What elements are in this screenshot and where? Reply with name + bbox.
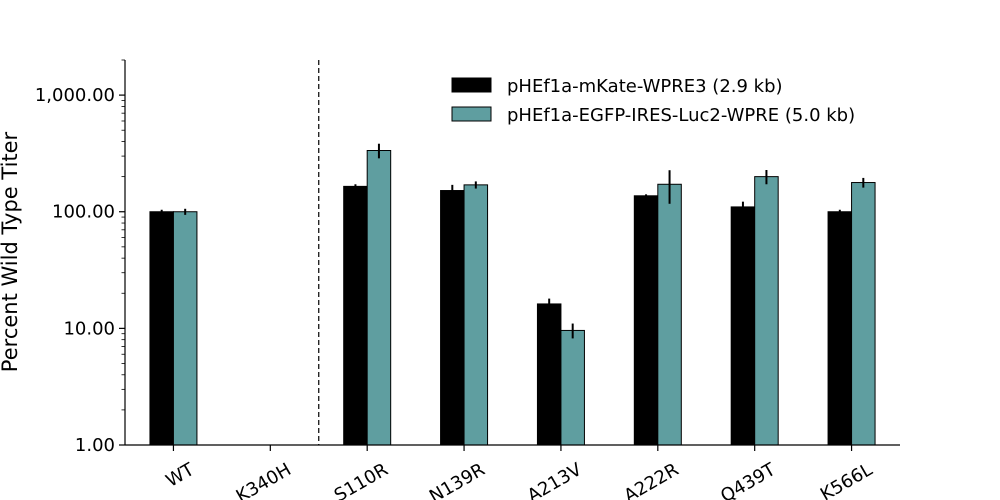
bar-series-2-q439t [754, 176, 779, 446]
legend-swatch-series-2 [451, 106, 492, 122]
bar-series-2-a222r [657, 183, 682, 446]
x-tick-label-wt: WT [162, 459, 198, 492]
x-tick-label-s110r: S110R [331, 459, 392, 500]
bar-series-1-s110r [343, 185, 368, 446]
bar-series-1-n139r [440, 190, 465, 446]
bar-series-2-s110r [366, 150, 392, 446]
legend-label-series-2: pHEf1a-EGFP-IRES-Luc2-WPRE (5.0 kb) [507, 105, 855, 126]
bar-series-2-a213v [560, 329, 585, 446]
x-tick-label-a213v: A213V [524, 459, 586, 500]
legend-swatch-series-1 [451, 77, 492, 93]
x-tick-label-k340h: K340H [233, 459, 295, 500]
x-ticks-layer: WT K340H S110R N139R A213V A222R Q439T K566L [162, 445, 876, 500]
bar-series-1-a213v [536, 303, 562, 446]
legend: pHEf1a-mKate-WPRE3 (2.9 kb) pHEf1a-EGFP-… [451, 76, 855, 126]
bar-series-1-a222r [633, 195, 659, 446]
bar-series-2-n139r [463, 184, 489, 446]
y-tick-label: 100.00 [52, 202, 115, 223]
bars-layer [149, 150, 876, 446]
bar-series-1-q439t [730, 206, 756, 446]
y-tick-label: 1.00 [75, 435, 115, 456]
x-tick-label-n139r: N139R [426, 459, 489, 500]
y-tick-label: 10.00 [63, 318, 115, 339]
x-tick-label-q439t: Q439T [717, 459, 780, 500]
error-bars-layer [160, 143, 865, 339]
x-tick-label-a222r: A222R [621, 459, 683, 500]
legend-label-series-1: pHEf1a-mKate-WPRE3 (2.9 kb) [507, 76, 783, 97]
bar-series-1-wt [149, 211, 174, 446]
bar-series-1-k566l [827, 211, 853, 446]
bar-series-2-wt [172, 211, 198, 446]
y-ticks-layer: 1.00 10.00 100.00 1,000.00 [35, 59, 125, 456]
y-tick-label: 1,000.00 [35, 85, 115, 106]
bar-series-2-k566l [851, 182, 876, 446]
y-axis-title: Percent Wild Type Titer [0, 131, 22, 372]
x-tick-label-k566l: K566L [817, 459, 876, 500]
